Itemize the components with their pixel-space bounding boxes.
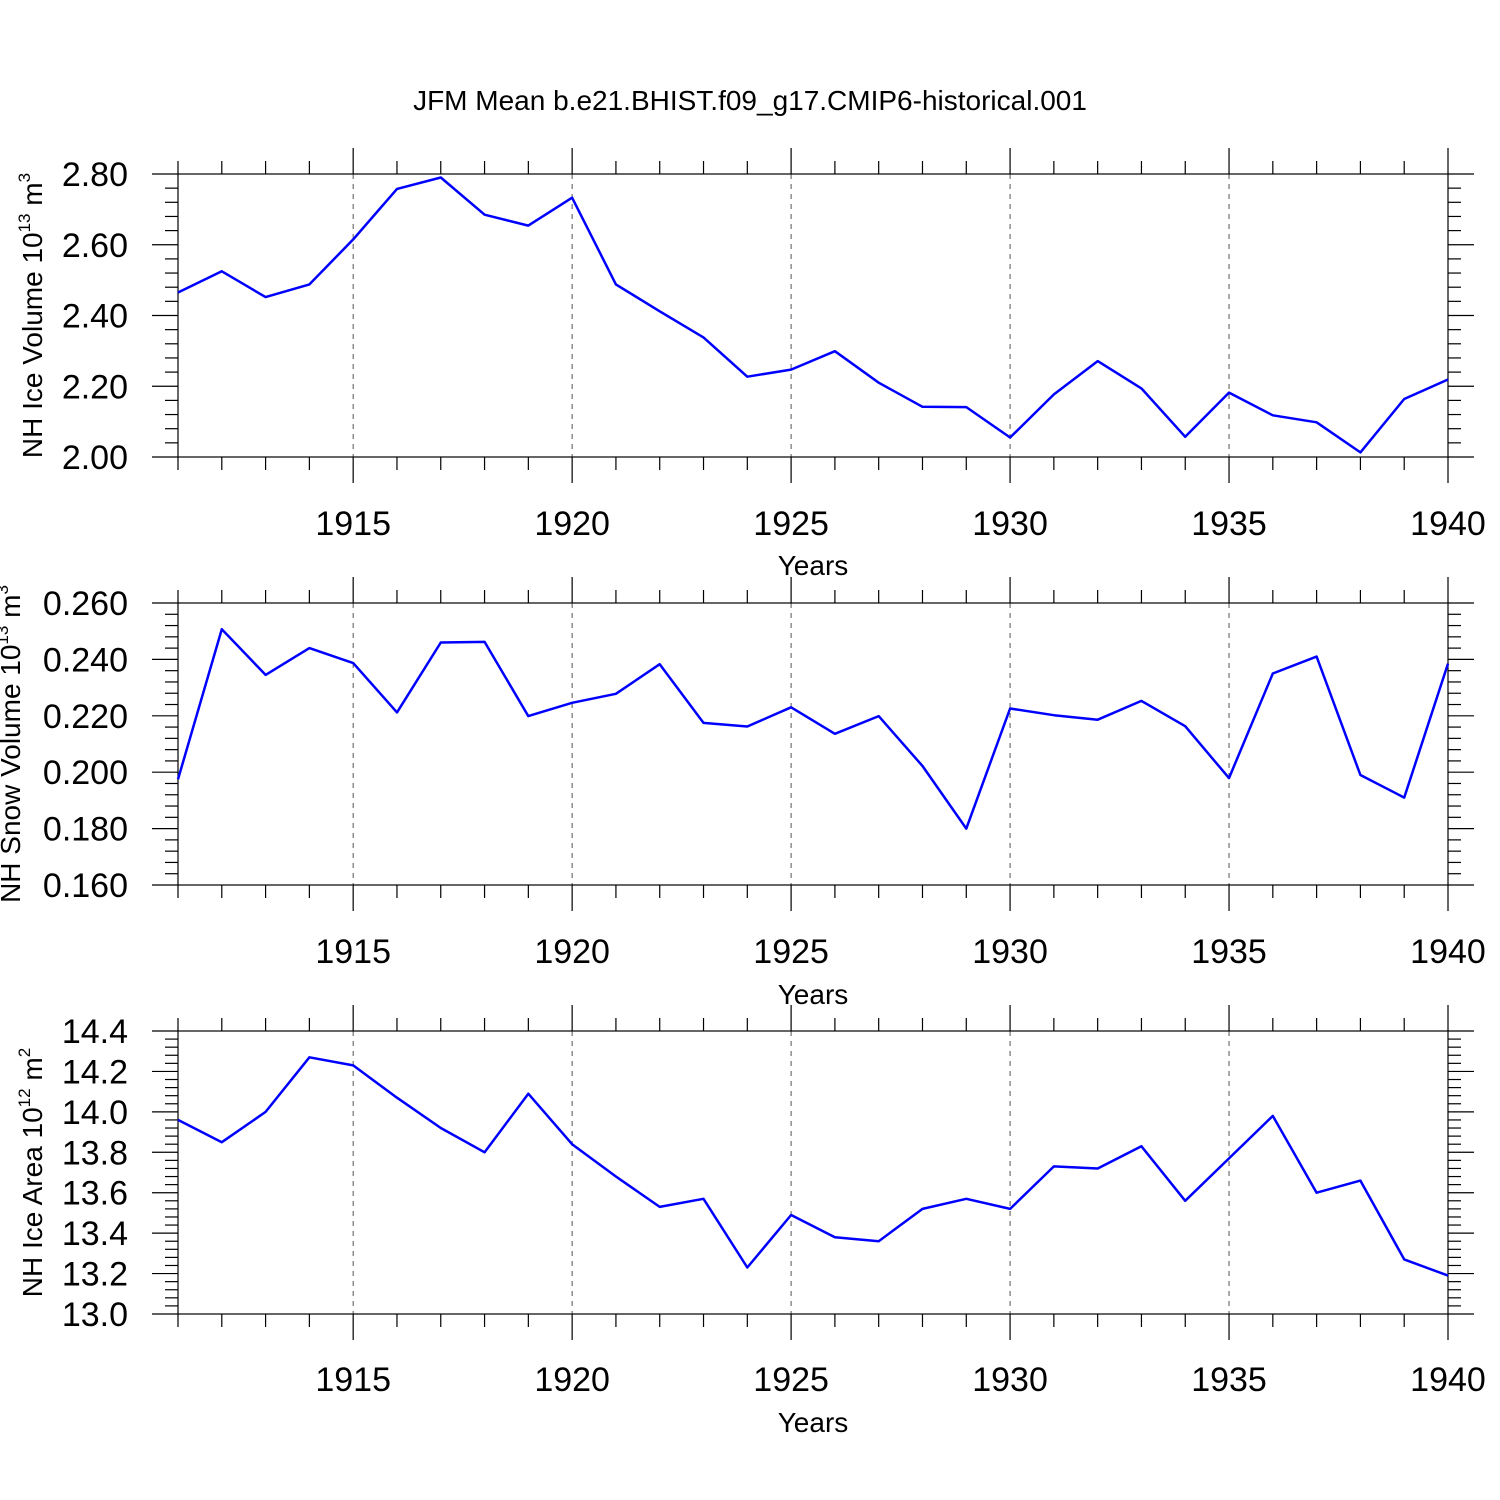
x-tick-label: 1915 xyxy=(315,1361,391,1399)
x-axis-label: Years xyxy=(778,1407,849,1438)
series-line xyxy=(177,1056,1449,1277)
plot-frame xyxy=(177,173,1449,458)
y-tick-label: 2.20 xyxy=(62,368,128,406)
x-tick-label: 1915 xyxy=(315,505,391,543)
y-tick-label: 13.8 xyxy=(62,1134,128,1172)
x-tick-label: 1925 xyxy=(753,505,829,543)
y-label-exponent: 12 xyxy=(15,1088,34,1107)
y-tick-label: 2.00 xyxy=(62,439,128,477)
series-line xyxy=(177,176,1449,454)
y-tick-label: 13.0 xyxy=(62,1296,128,1334)
y-tick-label: 0.240 xyxy=(43,641,128,679)
y-tick-label: 14.0 xyxy=(62,1094,128,1132)
x-tick-label: 1940 xyxy=(1410,1361,1486,1399)
x-tick-label: 1935 xyxy=(1191,933,1267,971)
y-label-unit: m xyxy=(17,1057,48,1088)
y-tick-label: 0.220 xyxy=(43,698,128,736)
y-tick-label: 13.2 xyxy=(62,1256,128,1294)
y-tick-label: 0.260 xyxy=(43,585,128,623)
chart-title: JFM Mean b.e21.BHIST.f09_g17.CMIP6-histo… xyxy=(413,85,1087,116)
y-label-unit: m xyxy=(0,595,26,626)
y-axis-label: NH Ice Area 1012 m2 xyxy=(15,1048,48,1297)
y-label-unit-exponent: 3 xyxy=(15,173,34,182)
y-label-unit-exponent: 2 xyxy=(15,1048,34,1057)
y-tick-label: 2.60 xyxy=(62,227,128,265)
y-axis-label: NH Ice Volume 1013 m3 xyxy=(15,173,48,458)
y-tick-label: 0.160 xyxy=(43,867,128,905)
plot-frame xyxy=(177,602,1449,886)
x-tick-label: 1920 xyxy=(534,1361,610,1399)
x-tick-label: 1920 xyxy=(534,933,610,971)
y-tick-label: 14.2 xyxy=(62,1053,128,1091)
panel-1: 2.00 2.20 2.40 2.60 2.80 1915 1920 1925 1930 1935… xyxy=(15,148,1486,581)
x-tick-label: 1935 xyxy=(1191,1361,1267,1399)
y-tick-label: 2.40 xyxy=(62,298,128,336)
y-label-unit: m xyxy=(17,182,48,213)
y-tick-label: 0.200 xyxy=(43,754,128,792)
plot-frame xyxy=(177,1030,1449,1315)
y-label-exponent: 13 xyxy=(0,626,12,645)
x-tick-label: 1940 xyxy=(1410,933,1486,971)
y-label-unit-exponent: 3 xyxy=(0,585,12,594)
y-label-text: NH Snow Volume 10 xyxy=(0,645,26,903)
y-label-text: NH Ice Volume 10 xyxy=(17,232,48,458)
panel-3: 13.013.213.413.613.814.014.214.4 1915 1920… xyxy=(15,1005,1486,1438)
x-tick-label: 1930 xyxy=(972,1361,1048,1399)
x-tick-label: 1940 xyxy=(1410,505,1486,543)
series-line xyxy=(176,627,1450,830)
y-tick-label: 14.4 xyxy=(62,1013,128,1051)
x-tick-label: 1925 xyxy=(753,933,829,971)
x-tick-label: 1920 xyxy=(534,505,610,543)
y-tick-label: 0.180 xyxy=(43,811,128,849)
x-tick-label: 1925 xyxy=(753,1361,829,1399)
x-tick-label: 1935 xyxy=(1191,505,1267,543)
chart-panels: 2.00 2.20 2.40 2.60 2.80 1915 1920 1925 1930 1935… xyxy=(0,148,1486,1438)
x-axis-label: Years xyxy=(778,979,849,1010)
y-axis-label: NH Snow Volume 1013 m3 xyxy=(0,585,26,903)
x-tick-label: 1930 xyxy=(972,933,1048,971)
x-tick-label: 1915 xyxy=(315,933,391,971)
y-tick-label: 13.4 xyxy=(62,1215,128,1253)
y-label-text: NH Ice Area 10 xyxy=(17,1107,48,1297)
x-axis-label: Years xyxy=(778,550,849,581)
panel-2: 0.160 0.180 0.200 0.220 0.240 0.260 1915 1920 19… xyxy=(0,577,1486,1010)
x-tick-label: 1930 xyxy=(972,505,1048,543)
y-tick-label: 2.80 xyxy=(62,156,128,194)
y-tick-label: 13.6 xyxy=(62,1175,128,1213)
y-label-exponent: 13 xyxy=(15,213,34,232)
